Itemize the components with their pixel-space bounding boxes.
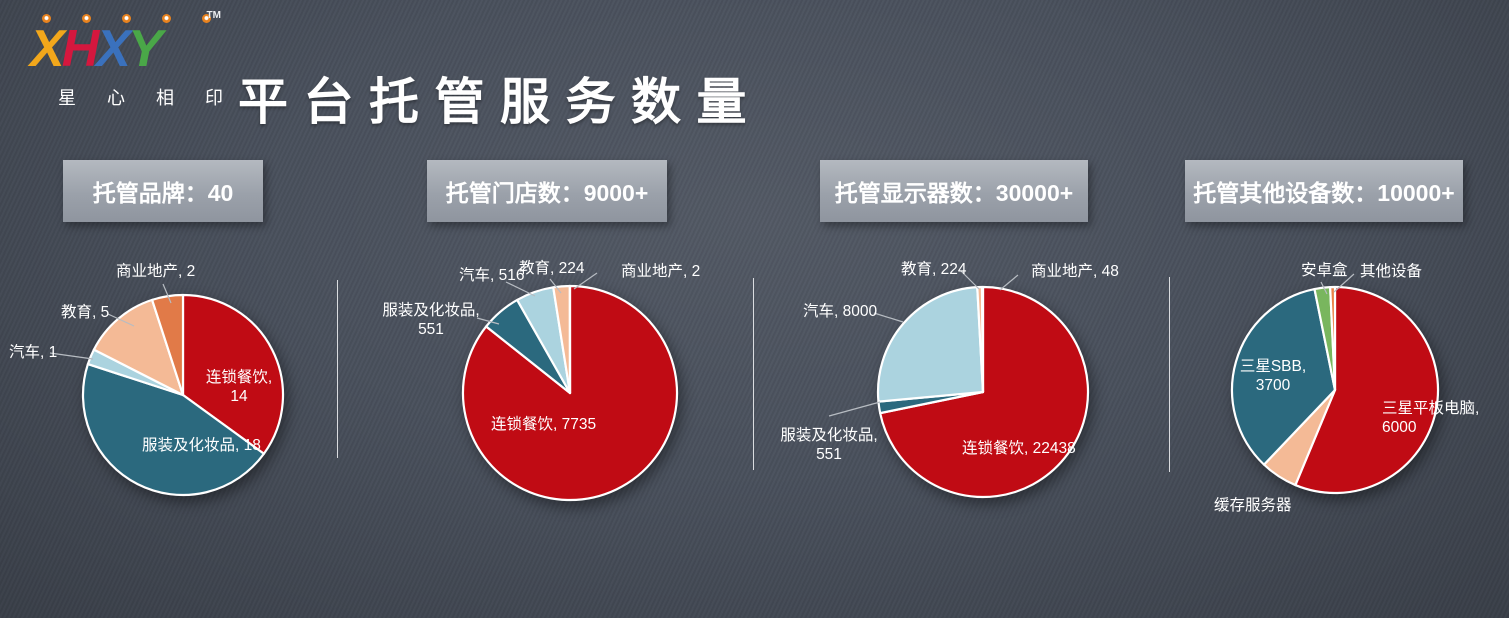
- logo-letter: Y: [127, 20, 163, 78]
- data-label: 安卓盒: [1301, 262, 1348, 279]
- page-title: 平台托管服务数量: [238, 73, 762, 130]
- data-label: 连锁餐饮, 22438: [962, 440, 1076, 457]
- data-label: 汽车, 1: [9, 344, 58, 361]
- pie-chart-displays: [876, 285, 1090, 499]
- data-label: 商业地产, 2: [116, 263, 196, 280]
- data-label: 教育, 224: [901, 261, 967, 278]
- divider-line: [1169, 277, 1170, 472]
- pie-chart-brands: [81, 293, 285, 497]
- data-label: 汽车, 8000: [803, 303, 878, 320]
- pie-slice-2: [1230, 287, 1337, 466]
- data-label: 商业地产, 48: [1031, 263, 1119, 280]
- pie-slice-1: [81, 363, 265, 497]
- logo-letters: X H X Y: [30, 20, 163, 78]
- pin-icon: [162, 14, 171, 23]
- stat-badge-stores: 托管门店数：9000+: [427, 160, 667, 222]
- data-label: 连锁餐饮, 7735: [491, 416, 597, 433]
- stat-badge-brands: 托管品牌：40: [63, 160, 263, 222]
- logo-letter: H: [61, 20, 100, 78]
- data-label: 教育, 5: [61, 304, 110, 321]
- pie-chart-other-devices: [1230, 285, 1440, 495]
- data-label: 服装及化妆品, 551: [382, 302, 480, 339]
- pie-slice-4: [980, 285, 985, 394]
- data-label: 服装及化妆品, 18: [142, 437, 261, 454]
- brand-logo: X H X Y TM 星 心 相 印: [26, 10, 231, 118]
- pin-icon: [42, 14, 51, 23]
- logo-pins: [36, 14, 216, 26]
- data-label: 教育, 224: [519, 260, 585, 277]
- data-label: 服装及化妆品, 551: [780, 427, 878, 464]
- data-label: 其他设备: [1360, 263, 1423, 280]
- data-label: 连锁餐饮, 14: [205, 369, 273, 406]
- data-label: 三星平板电脑, 6000: [1382, 400, 1480, 437]
- stat-badge-other-devices: 托管其他设备数：10000+: [1185, 160, 1463, 222]
- data-label: 三星SBB, 3700: [1239, 358, 1307, 395]
- divider-line: [337, 280, 338, 458]
- data-label: 汽车, 516: [459, 267, 525, 284]
- pin-icon: [82, 14, 91, 23]
- pin-icon: [202, 14, 211, 23]
- logo-letter: X: [30, 20, 65, 78]
- pin-icon: [122, 14, 131, 23]
- pie-slice-0: [1294, 285, 1440, 495]
- trademark-symbol: TM: [206, 10, 221, 21]
- stat-badge-displays: 托管显示器数：30000+: [820, 160, 1088, 222]
- logo-letter: X: [96, 20, 131, 78]
- data-label: 缓存服务器: [1214, 497, 1292, 514]
- pie-chart-stores: [461, 284, 679, 502]
- logo-subtitle: 星 心 相 印: [58, 88, 237, 108]
- pie-slice-2: [876, 286, 985, 403]
- pie-slice-0: [181, 293, 285, 455]
- divider-line: [753, 278, 754, 470]
- data-label: 商业地产, 2: [621, 263, 701, 280]
